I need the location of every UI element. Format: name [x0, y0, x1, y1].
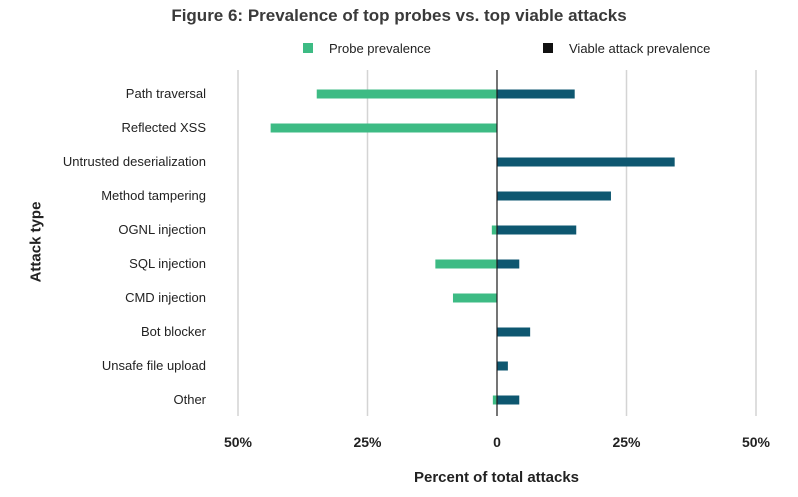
- bar-probe-5: [435, 259, 497, 269]
- bar-probe-1: [270, 123, 497, 133]
- chart-title: Figure 6: Prevalence of top probes vs. t…: [171, 6, 627, 25]
- bar-viable-3: [497, 191, 611, 201]
- legend-label-probe: Probe prevalence: [329, 40, 431, 56]
- y-tick-label-1: Reflected XSS: [121, 120, 206, 135]
- y-tick-label-7: Bot blocker: [140, 324, 206, 339]
- bar-probe-9: [492, 395, 497, 405]
- legend-swatch-probe: [303, 43, 313, 53]
- legend-label-viable: Viable attack prevalence: [569, 40, 711, 56]
- y-tick-label-0: Path traversal: [125, 86, 206, 101]
- x-tick-label-1: 25%: [353, 434, 382, 450]
- bar-probe-6: [452, 293, 497, 303]
- bar-probe-4: [491, 225, 497, 235]
- y-tick-label-6: CMD injection: [125, 290, 206, 305]
- bar-viable-8: [497, 361, 508, 371]
- x-tick-label-4: 50%: [741, 434, 771, 450]
- legend-item-viable: Viable attack prevalence: [543, 40, 710, 56]
- x-axis-label: Percent of total attacks: [413, 469, 580, 486]
- y-tick-label-4: OGNL injection: [118, 222, 206, 237]
- bar-viable-0: [497, 89, 575, 99]
- legend-swatch-viable: [543, 43, 553, 53]
- bar-viable-4: [497, 225, 577, 235]
- y-tick-label-5: SQL injection: [129, 256, 206, 271]
- y-tick-label-3: Method tampering: [101, 188, 206, 203]
- bar-probe-0: [316, 89, 497, 99]
- bar-viable-5: [497, 259, 520, 269]
- legend-item-probe: Probe prevalence: [303, 40, 431, 56]
- bar-viable-7: [497, 327, 531, 337]
- x-tick-label-3: 25%: [612, 434, 641, 450]
- x-tick-label-2: 0: [493, 434, 501, 450]
- y-tick-label-2: Untrusted deserialization: [62, 154, 206, 169]
- x-tick-label-0: 50%: [223, 434, 253, 450]
- bar-viable-9: [497, 395, 520, 405]
- bar-viable-2: [497, 157, 675, 167]
- y-tick-label-8: Unsafe file upload: [101, 358, 206, 373]
- y-tick-label-9: Other: [173, 392, 206, 407]
